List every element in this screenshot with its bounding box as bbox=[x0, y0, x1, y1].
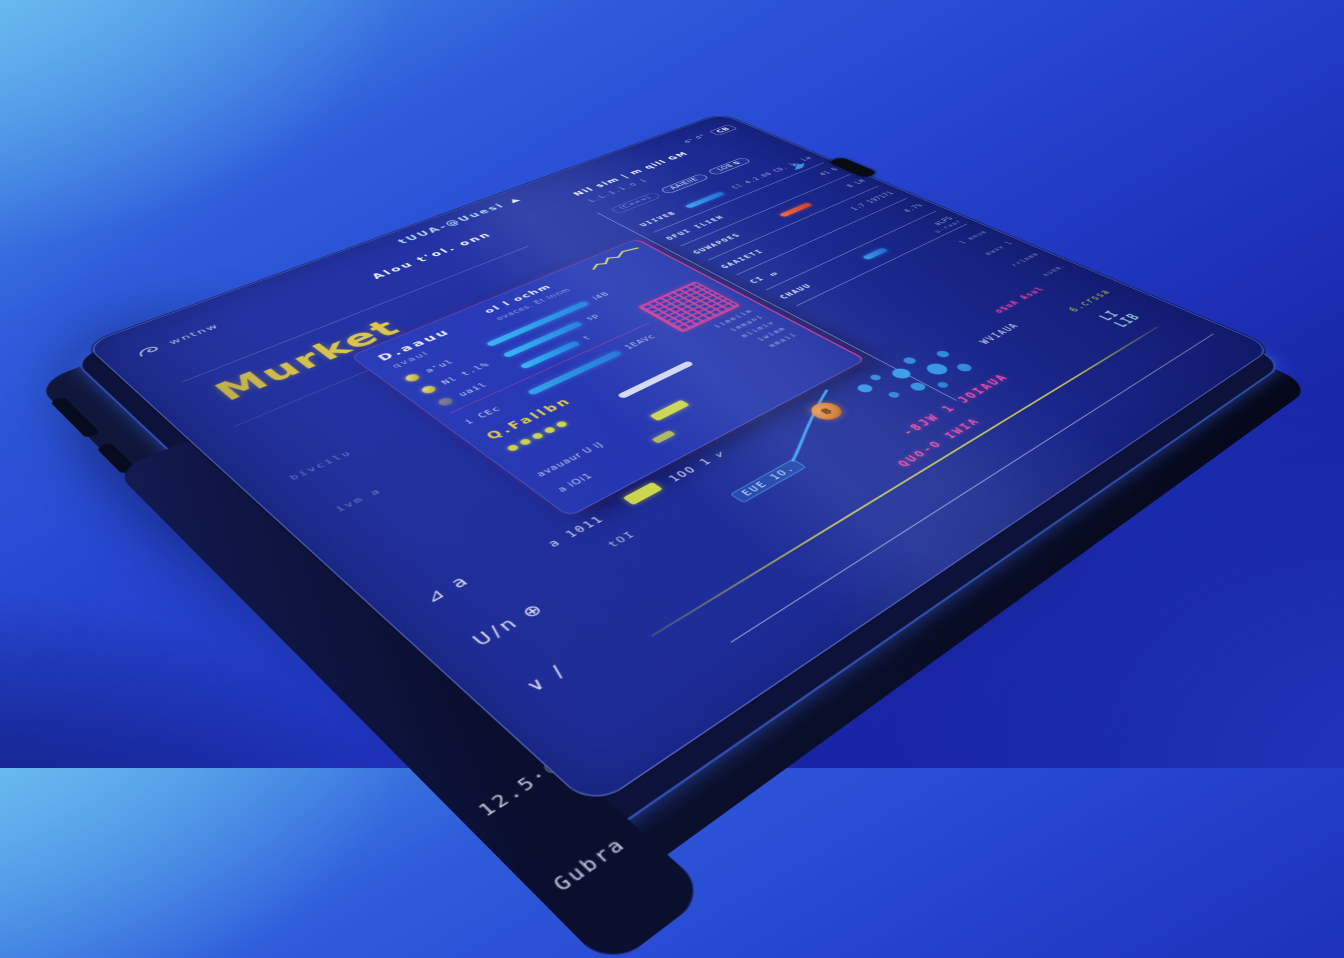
row-label: a'ul bbox=[422, 357, 456, 375]
footer-text: a 1011 bbox=[545, 513, 608, 550]
note-stack: iimmiim immani miimiv iwimm mmaii bbox=[713, 308, 801, 353]
pink-row: -8JW 1 JOIAUA bbox=[898, 372, 1013, 438]
row-value: 4.7% bbox=[902, 202, 926, 214]
row-value: 1EAVc bbox=[623, 333, 658, 351]
app-logo: wntnw bbox=[134, 321, 223, 359]
red-pill bbox=[778, 202, 813, 218]
swirl-logo-icon bbox=[134, 342, 168, 359]
sidebar-item[interactable]: ⊿ a bbox=[420, 572, 476, 607]
card-footnote: avauaur U iJ bbox=[535, 441, 607, 479]
highlight-caption: Q.Fallbn bbox=[483, 395, 576, 442]
row-label: uail bbox=[455, 380, 490, 398]
coin-icon bbox=[435, 396, 455, 407]
row-value: i4B bbox=[590, 291, 612, 301]
row-value: 41 6 bbox=[818, 167, 841, 177]
tablet-screen: wntnw tUUA-@Uuesi Alou t'ol. onn Murket … bbox=[84, 113, 1274, 809]
cyan-chip-button[interactable]: EUE 1O. bbox=[729, 458, 807, 504]
sidebar-item[interactable]: ∨ / bbox=[521, 661, 574, 697]
yellow-pill bbox=[651, 430, 676, 444]
yellow-pill bbox=[649, 399, 690, 422]
cb-chip[interactable]: CB bbox=[709, 124, 738, 136]
footer-text: tOI bbox=[604, 528, 639, 550]
row-label: i CEc bbox=[461, 404, 503, 426]
table-row[interactable]: Nl t.l% sp bbox=[416, 311, 604, 397]
tablet-device: 12.5·G1 Gubra wntnw tUUA-@Uuesi Alou t'o… bbox=[34, 113, 1314, 958]
side-note: 1 mmum bbox=[958, 229, 990, 245]
row-label: CHAUU bbox=[776, 282, 814, 301]
row-value: t bbox=[581, 334, 593, 341]
page-title: Murket bbox=[206, 314, 410, 407]
bitcoin-coin-icon: ฿ bbox=[805, 399, 848, 424]
row-value: sp bbox=[584, 312, 602, 322]
pink-row: QUO-O IWIA bbox=[894, 416, 985, 470]
chip-marks: d¹ d³ bbox=[682, 133, 709, 144]
footer-text: 1OO 1 ⩗ bbox=[665, 448, 730, 484]
row-label: CI ᆷ bbox=[747, 269, 781, 285]
footer-note: WVIAUA bbox=[976, 321, 1022, 346]
card-footnote: a iOi1 bbox=[556, 472, 596, 494]
scatter-dots bbox=[854, 349, 975, 399]
yellow-pill bbox=[622, 481, 663, 506]
brand-text: tUUA-@Uuesi bbox=[395, 201, 508, 246]
coin-dots-row bbox=[505, 420, 569, 452]
brand-header: tUUA-@Uuesi bbox=[395, 196, 522, 245]
white-pill bbox=[616, 360, 695, 399]
blue-pill bbox=[861, 247, 889, 260]
coin-icon bbox=[402, 372, 422, 383]
cyan-label: LI LIB bbox=[1096, 308, 1145, 330]
yellow-sparkline bbox=[584, 245, 646, 272]
card-subtitle: qvaul bbox=[389, 349, 432, 370]
sidebar-icon-list: ⊿ a U/n ⊕ ∨ / bbox=[420, 559, 605, 696]
row-label: Nl t.l% bbox=[438, 360, 492, 386]
progress-pill bbox=[526, 350, 622, 396]
row-value: 8 LH bbox=[845, 178, 868, 189]
sidebar-label: ivm a bbox=[332, 486, 385, 514]
sidebar-item[interactable]: U/n ⊕ bbox=[468, 599, 551, 650]
bezel-etch-text: Gubra bbox=[548, 833, 632, 896]
logo-text: wntnw bbox=[166, 322, 222, 347]
sidebar-label: bivcilu bbox=[287, 448, 355, 482]
triangle-up-icon bbox=[507, 197, 521, 204]
tagline-text: Alou t'ol. onn bbox=[369, 230, 495, 281]
side-note: mwav 1 bbox=[983, 240, 1016, 257]
blue-sparkline bbox=[738, 385, 883, 466]
scene: 12.5·G1 Gubra wntnw tUUA-@Uuesi Alou t'o… bbox=[19, 113, 1314, 958]
side-note: rrimmm bbox=[1009, 251, 1042, 268]
coin-icon bbox=[418, 384, 438, 395]
